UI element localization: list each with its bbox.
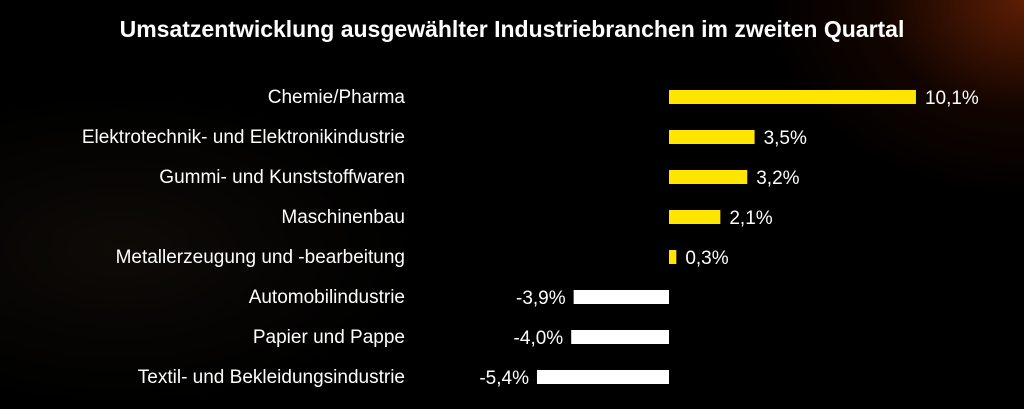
bar (571, 330, 669, 344)
bar (669, 90, 916, 104)
bar (669, 130, 755, 144)
value-label: -4,0% (514, 328, 564, 349)
category-label: Automobilindustrie (249, 287, 405, 308)
category-label: Gummi- und Kunststoffwaren (159, 167, 405, 188)
bar (669, 170, 748, 184)
value-label: 10,1% (925, 88, 979, 109)
chart-title: Umsatzentwicklung ausgewählter Industrie… (119, 16, 905, 42)
value-label: -3,9% (516, 288, 566, 309)
category-label: Metallerzeugung und -bearbeitung (116, 247, 405, 268)
value-label: 0,3% (685, 248, 728, 269)
category-label: Textil- und Bekleidungsindustrie (138, 367, 405, 388)
value-label: 3,5% (764, 128, 807, 149)
value-label: -5,4% (479, 368, 529, 389)
category-label: Maschinenbau (281, 207, 405, 228)
bar (536, 370, 669, 384)
bar (669, 250, 677, 264)
category-label: Chemie/Pharma (268, 87, 406, 108)
value-label: 3,2% (756, 168, 799, 189)
category-label: Elektrotechnik- und Elektronikindustrie (82, 127, 405, 148)
value-label: 2,1% (729, 208, 772, 229)
category-label: Papier und Pappe (253, 327, 405, 348)
bar (669, 210, 721, 224)
bar (573, 290, 669, 304)
